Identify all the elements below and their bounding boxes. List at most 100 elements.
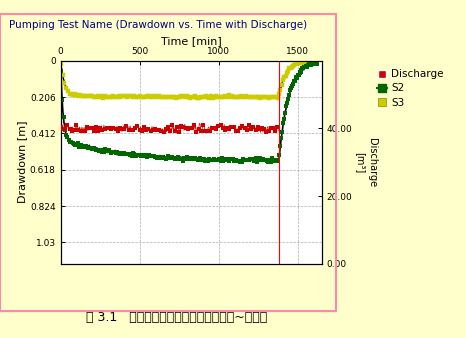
Point <box>266 158 273 163</box>
Point <box>258 157 265 162</box>
Point <box>129 94 136 100</box>
Point <box>115 150 122 155</box>
Point <box>108 94 115 99</box>
Point <box>93 147 100 152</box>
Point <box>187 156 194 161</box>
Point <box>57 124 65 129</box>
Point <box>251 95 259 100</box>
Point <box>286 87 294 93</box>
Point <box>129 150 137 156</box>
Point <box>310 62 318 67</box>
Point <box>104 95 112 100</box>
Point <box>237 159 244 164</box>
Point <box>192 156 199 162</box>
Point <box>282 73 289 78</box>
Point <box>310 59 317 65</box>
Point <box>264 159 272 165</box>
Point <box>75 144 83 150</box>
Point <box>300 60 307 65</box>
Point <box>71 92 79 97</box>
Point <box>288 64 295 69</box>
Point <box>211 156 218 162</box>
Point <box>245 122 253 128</box>
Point <box>238 160 246 165</box>
Point <box>199 94 206 100</box>
Point <box>114 149 121 154</box>
Point <box>96 147 104 152</box>
Point <box>259 157 267 162</box>
Point <box>279 129 286 135</box>
Point <box>198 157 205 163</box>
Point <box>192 94 199 99</box>
Point <box>293 60 301 65</box>
Point <box>175 129 183 134</box>
Point <box>175 155 183 161</box>
Point <box>85 145 92 151</box>
Point <box>210 125 218 130</box>
Point <box>199 158 206 163</box>
Point <box>208 157 215 162</box>
Point <box>226 94 234 100</box>
Point <box>274 125 281 130</box>
Point <box>110 94 117 99</box>
Point <box>178 123 185 128</box>
Point <box>282 104 290 109</box>
Point <box>227 156 235 162</box>
Point <box>83 124 91 130</box>
Point <box>295 60 302 66</box>
Point <box>137 153 144 159</box>
Point <box>130 152 138 157</box>
Point <box>94 128 102 134</box>
Point <box>247 95 255 100</box>
Point <box>132 153 139 159</box>
Point <box>256 156 264 161</box>
Point <box>119 151 126 156</box>
Point <box>312 58 320 64</box>
Point <box>309 61 317 67</box>
Point <box>122 94 129 99</box>
Point <box>116 125 123 130</box>
Point <box>182 156 189 162</box>
Point <box>232 158 239 164</box>
Point <box>57 68 65 73</box>
Point <box>204 94 212 100</box>
Point <box>118 126 126 131</box>
Point <box>307 62 315 68</box>
Point <box>277 143 284 149</box>
Point <box>162 156 170 162</box>
Point <box>272 158 280 164</box>
Point <box>304 63 312 68</box>
Point <box>209 95 217 100</box>
Point <box>278 82 286 88</box>
Point <box>313 61 321 66</box>
Point <box>305 59 312 65</box>
Point <box>150 154 158 159</box>
Point <box>163 155 171 161</box>
Point <box>311 60 319 65</box>
Point <box>249 94 257 99</box>
Point <box>111 94 119 99</box>
Point <box>171 156 178 162</box>
Point <box>209 157 217 163</box>
Point <box>239 123 246 128</box>
Point <box>127 152 134 158</box>
Point <box>261 158 269 163</box>
Point <box>159 155 167 160</box>
Point <box>269 158 277 163</box>
Point <box>299 66 306 71</box>
Point <box>127 93 135 99</box>
Point <box>158 128 165 133</box>
Point <box>253 155 260 161</box>
Point <box>58 97 66 102</box>
Point <box>211 94 219 99</box>
Point <box>79 144 87 149</box>
Point <box>188 157 196 162</box>
Point <box>81 144 88 149</box>
Point <box>153 94 161 99</box>
Point <box>149 127 157 133</box>
Point <box>212 126 220 132</box>
Point <box>300 66 307 71</box>
Point <box>82 93 89 98</box>
Text: Pumping Test Name (Drawdown vs. Time with Discharge): Pumping Test Name (Drawdown vs. Time wit… <box>9 20 308 30</box>
Point <box>263 94 271 99</box>
